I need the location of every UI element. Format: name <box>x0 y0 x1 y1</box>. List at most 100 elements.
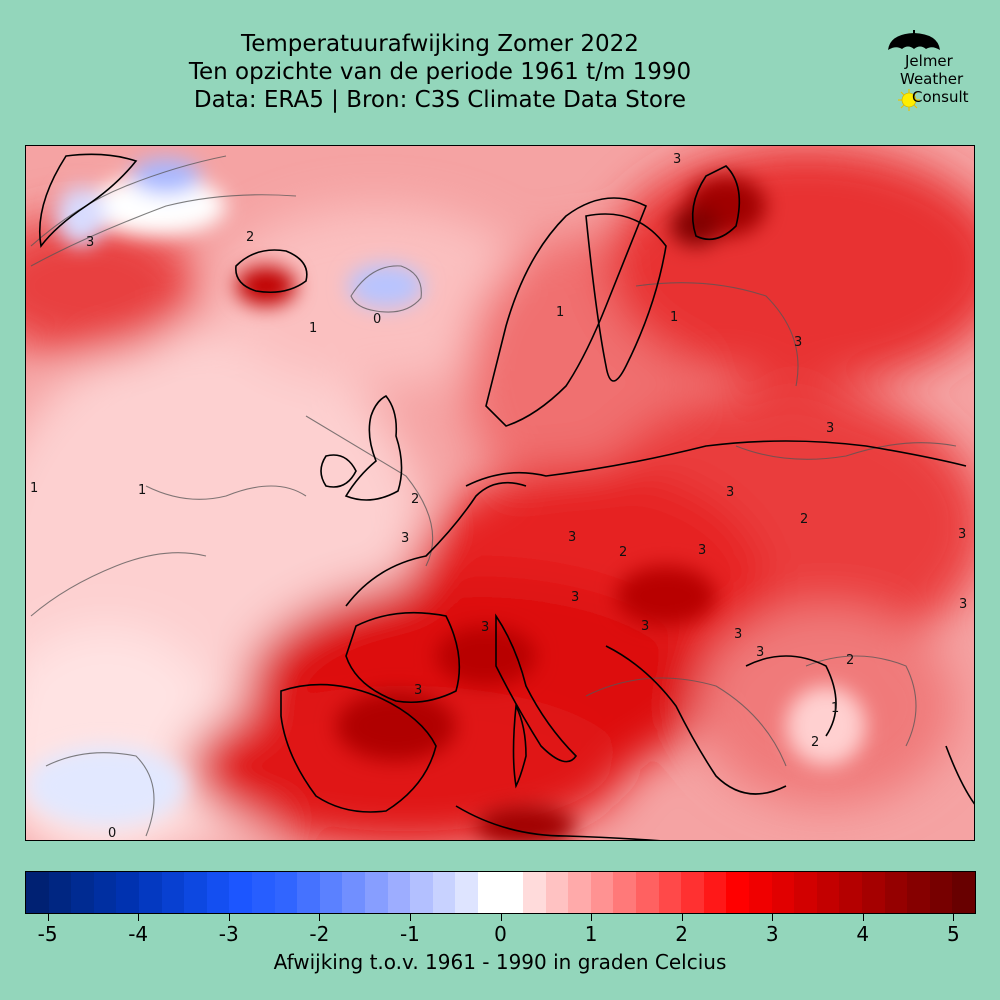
colorbar-segment <box>48 872 72 913</box>
colorbar-tick <box>228 914 230 921</box>
colorbar-tick-label: 5 <box>946 922 960 946</box>
contour-labels: 3 3 0 1 1 1 3 2 3 2 3 3 3 3 3 2 3 3 3 3 … <box>30 152 967 841</box>
contour-lines <box>30 155 957 837</box>
anomaly-map: 3 3 0 1 1 1 3 2 3 2 3 3 3 3 3 2 3 3 3 3 … <box>25 145 975 841</box>
contour-label: 0 <box>108 826 116 841</box>
colorbar-segment <box>523 872 546 913</box>
sun-icon <box>898 89 920 111</box>
jelmer-weather-consult-logo: Jelmer Weather Consult <box>880 30 980 120</box>
colorbar-segment <box>116 872 139 913</box>
colorbar-segment <box>929 872 953 913</box>
contour-label: 3 <box>414 683 422 698</box>
contour-label: 1 <box>30 481 38 496</box>
colorbar-segment <box>613 872 637 913</box>
colorbar-tick-label: -5 <box>37 922 58 946</box>
colorbar-segment <box>726 872 749 913</box>
colorbar-segment <box>410 872 433 913</box>
colorbar-segment <box>71 872 94 913</box>
colorbar-tick <box>319 914 321 921</box>
colorbar-tick <box>681 914 683 921</box>
colorbar-segment <box>590 872 614 913</box>
colorbar-segment <box>884 872 908 913</box>
map-svg: 3 3 0 1 1 1 3 2 3 2 3 3 3 3 3 2 3 3 3 3 … <box>26 146 974 841</box>
colorbar-segment <box>251 872 275 913</box>
colorbar-tick-label: -3 <box>218 922 239 946</box>
colorbar-segment <box>477 872 501 913</box>
contour-label: 3 <box>726 485 734 500</box>
contour-label: 1 <box>556 305 564 320</box>
colorbar-tick-label: 1 <box>584 922 598 946</box>
colorbar-segment <box>545 872 569 913</box>
contour-label: 3 <box>756 645 764 660</box>
colorbar-tick-label: -1 <box>399 922 420 946</box>
colorbar-segment <box>794 872 817 913</box>
colorbar-segment <box>93 872 117 913</box>
contour-label: 3 <box>698 543 706 558</box>
colorbar-tick-label: -4 <box>128 922 149 946</box>
contour-label: 1 <box>831 701 839 716</box>
contour-label: 2 <box>246 230 254 245</box>
anomaly-field <box>26 146 974 840</box>
colorbar-tick <box>591 914 593 921</box>
colorbar-segment <box>387 872 411 913</box>
title-line-3: Data: ERA5 | Bron: C3S Climate Data Stor… <box>193 87 687 113</box>
contour-label: 1 <box>309 321 317 336</box>
colorbar-segment <box>26 872 49 913</box>
colorbar-label: Afwijking t.o.v. 1961 - 1990 in graden C… <box>273 950 727 974</box>
colorbar-segment <box>568 872 591 913</box>
logo-text-consult: Consult <box>912 88 969 106</box>
colorbar-segment <box>658 872 682 913</box>
colorbar-segment <box>749 872 772 913</box>
contour-label: 3 <box>734 627 742 642</box>
colorbar-segment <box>907 872 930 913</box>
contour-label: 2 <box>846 653 854 668</box>
land-borders <box>38 153 974 840</box>
contour-label: 3 <box>794 335 802 350</box>
colorbar-segment <box>703 872 727 913</box>
colorbar-segment <box>297 872 320 913</box>
title-line-1: Temperatuurafwijking Zomer 2022 <box>241 31 639 57</box>
contour-label: 1 <box>670 310 678 325</box>
contour-label: 3 <box>959 597 967 612</box>
colorbar-tick <box>138 914 140 921</box>
colorbar-segment <box>206 872 230 913</box>
contour-label: 1 <box>138 483 146 498</box>
colorbar-tick-label: -2 <box>309 922 330 946</box>
contour-label: 3 <box>568 530 576 545</box>
colorbar-tick <box>953 914 955 921</box>
contour-label: 3 <box>401 531 409 546</box>
colorbar-tick-label: 0 <box>494 922 507 946</box>
contour-label: 3 <box>673 152 681 167</box>
colorbar-segment <box>184 872 207 913</box>
colorbar-segment <box>229 872 252 913</box>
colorbar-tick <box>500 914 502 921</box>
colorbar-segment <box>861 872 885 913</box>
chart-title: Temperatuurafwijking Zomer 2022 Ten opzi… <box>140 30 740 114</box>
colorbar-segment <box>500 872 524 913</box>
logo-text-jelmer: Jelmer <box>905 52 953 70</box>
title-line-2: Ten opzichte van de periode 1961 t/m 199… <box>188 59 692 85</box>
umbrella-icon <box>888 30 940 50</box>
colorbar-segment <box>161 872 185 913</box>
colorbar-segment <box>816 872 840 913</box>
contour-label: 2 <box>619 545 627 560</box>
colorbar-segment <box>952 872 975 913</box>
colorbar-segment <box>455 872 478 913</box>
contour-label: 3 <box>826 421 834 436</box>
colorbar-tick <box>772 914 774 921</box>
contour-label: 2 <box>811 735 819 750</box>
colorbar-tick <box>47 914 49 921</box>
colorbar-tick <box>862 914 864 921</box>
colorbar-tick <box>409 914 411 921</box>
contour-label: 3 <box>571 590 579 605</box>
colorbar-segment <box>364 872 388 913</box>
colorbar-segment <box>432 872 456 913</box>
colorbar-segment <box>839 872 862 913</box>
logo-text-weather: Weather <box>900 70 964 88</box>
colorbar-segment <box>138 872 162 913</box>
contour-label: 3 <box>86 235 94 250</box>
colorbar-segment <box>274 872 298 913</box>
colorbar-segment <box>319 872 343 913</box>
colorbar-segment <box>681 872 704 913</box>
colorbar <box>25 871 976 914</box>
